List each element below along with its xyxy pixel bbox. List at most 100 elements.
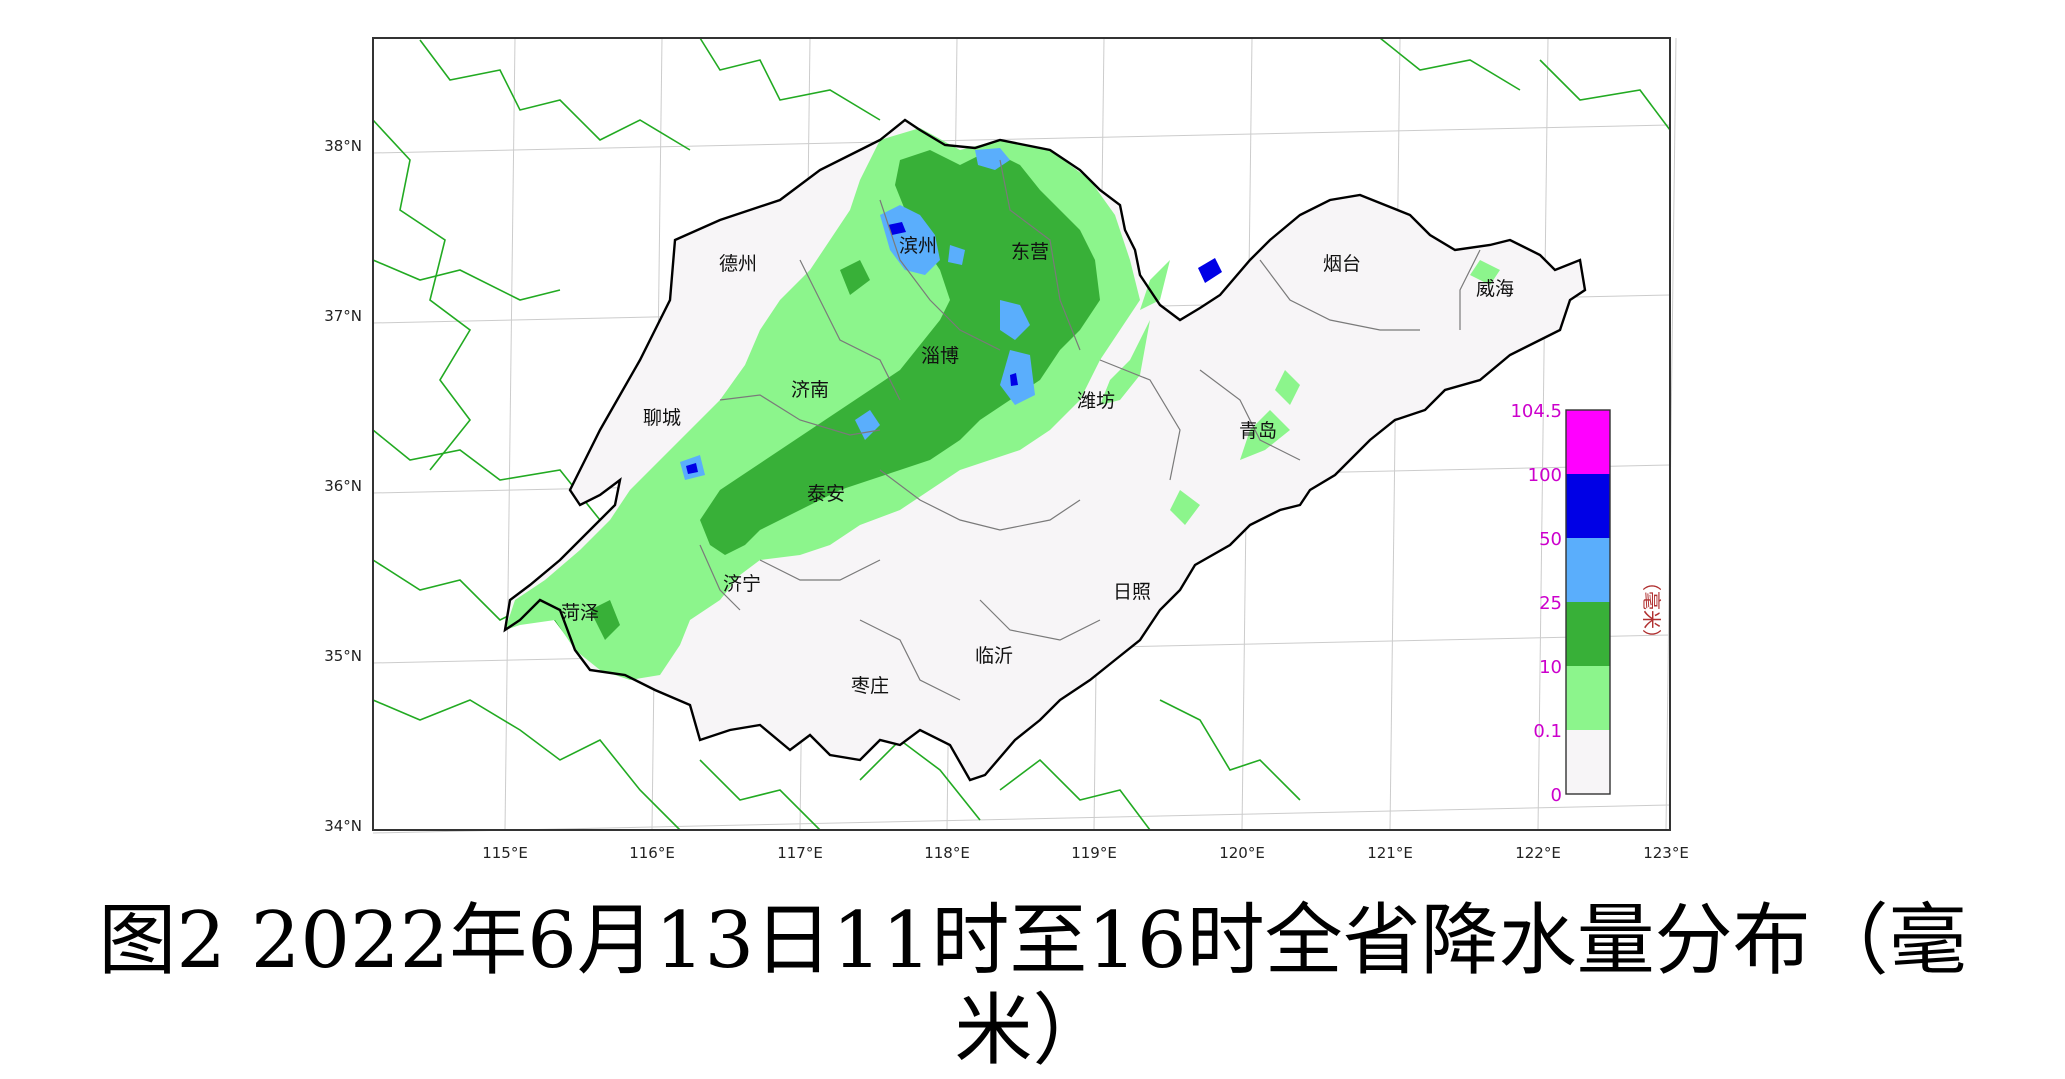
city-label: 济宁: [723, 573, 761, 595]
legend-swatch-rain_moderate: [1566, 602, 1610, 666]
prefecture-border-9: [1259, 259, 1420, 331]
rain-area-rain_light-6: [1170, 490, 1200, 525]
rain-area-rain_storm-18: [1010, 373, 1018, 386]
neighbor-border-3: [372, 259, 561, 301]
province-outline: [503, 118, 1587, 782]
rainfall-areas: [505, 128, 1500, 680]
city-label: 青岛: [1239, 420, 1277, 442]
legend-level-label: 50: [1539, 529, 1562, 550]
legend-swatch-rain_light: [1566, 666, 1610, 730]
legend-level-label: 100: [1528, 465, 1562, 486]
rain-area-rain_heavy-13: [1000, 300, 1030, 340]
lon-label: 120°E: [1219, 844, 1265, 862]
figure-caption-line2: 米）: [954, 986, 1111, 1076]
prefecture-border-4: [1099, 359, 1181, 481]
legend-swatch-land: [1566, 730, 1610, 794]
neighbor-border-1: [419, 39, 691, 151]
lon-label: 116°E: [629, 844, 675, 862]
rain-area-rain_light-5: [1240, 410, 1290, 460]
axis-labels: 38°N 37°N 36°N 35°N 34°N 115°E 116°E 117°E 118°E…: [324, 137, 1689, 862]
prefecture-border-6: [759, 559, 881, 581]
prefecture-border-2: [879, 199, 1001, 351]
lon-label: 119°E: [1071, 844, 1117, 862]
prefecture-border-7: [859, 619, 961, 701]
rain-area-rain_light-3: [1470, 260, 1500, 285]
lon-label: 122°E: [1515, 844, 1561, 862]
shandong-border: [503, 118, 1587, 782]
prefecture-border-3: [999, 159, 1081, 351]
neighbor-border-10: [1159, 699, 1301, 801]
legend-level-label: 0.1: [1533, 721, 1562, 742]
shandong-province: [505, 120, 1585, 780]
neighbor-border-7: [699, 759, 821, 831]
legend-swatch-rain_heavy: [1566, 538, 1610, 602]
city-label: 淄博: [921, 345, 959, 367]
lon-label: 121°E: [1367, 844, 1413, 862]
neighbor-border-12: [1539, 59, 1671, 131]
neighbor-border-8: [859, 738, 981, 821]
neighbor-border-2: [699, 37, 881, 121]
city-label: 济南: [791, 379, 829, 401]
rain-area-rain_moderate-9: [840, 260, 870, 295]
city-label: 泰安: [807, 483, 845, 505]
neighbor-province-borders: [372, 37, 1671, 831]
legend-level-label: 104.5: [1510, 401, 1562, 422]
city-label: 日照: [1113, 581, 1151, 603]
lat-label: 34°N: [324, 817, 362, 835]
rain-area-rain_heavy-10: [880, 205, 940, 275]
city-label: 烟台: [1323, 253, 1361, 275]
city-label: 潍坊: [1077, 390, 1115, 412]
lat-gridline-4: [372, 804, 1671, 834]
rain-area-rain_storm-17: [888, 222, 906, 235]
prefecture-border-8: [979, 599, 1101, 641]
legend-level-label: 0: [1551, 785, 1562, 806]
lon-label: 118°E: [924, 844, 970, 862]
lon-gridline-7: [1537, 37, 1549, 831]
lat-label: 35°N: [324, 647, 362, 665]
map-frame: [372, 37, 1671, 831]
lon-gridline-0: [504, 37, 516, 831]
prefecture-border-11: [1459, 249, 1481, 330]
city-label: 聊城: [643, 407, 681, 429]
lon-gridline-6: [1389, 37, 1401, 831]
lat-gridline-0: [372, 124, 1671, 154]
city-label: 临沂: [975, 645, 1013, 667]
rain-area-rain_heavy-15: [855, 410, 880, 440]
legend-swatch-rain_extreme: [1566, 410, 1610, 474]
prefecture-border-1: [799, 259, 901, 401]
rain-area-rain_heavy-14: [1000, 350, 1035, 405]
lat-label: 38°N: [324, 137, 362, 155]
legend-swatch-rain_storm: [1566, 474, 1610, 538]
city-label: 德州: [719, 253, 757, 275]
city-label: 枣庄: [851, 675, 889, 697]
shandong-landmass: [505, 120, 1585, 780]
legend-frame: [1565, 409, 1611, 795]
lon-label: 115°E: [482, 844, 528, 862]
rain-area-rain_light-2: [1140, 260, 1170, 310]
rain-area-rain_heavy-12: [948, 245, 965, 265]
figure-caption-line1: 图2 2022年6月13日11时至16时全省降水量分布（毫: [98, 896, 1967, 986]
neighbor-border-4: [372, 429, 601, 521]
rain-area-rain_moderate-7: [700, 150, 1100, 555]
prefecture-border-0: [719, 394, 881, 436]
color-legend: 104.5 100 50 25 10 0.1 0 （毫米）: [1510, 401, 1662, 806]
prefecture-border-10: [1199, 369, 1301, 461]
legend-unit-label: （毫米）: [1640, 572, 1662, 648]
prefecture-border-12: [699, 544, 741, 611]
prefecture-border-5: [879, 469, 1081, 531]
lon-label: 117°E: [777, 844, 823, 862]
legend-level-label: 25: [1539, 593, 1562, 614]
city-label: 威海: [1476, 278, 1514, 300]
neighbor-border-9: [999, 758, 1151, 831]
rain-area-rain_moderate-8: [590, 600, 620, 640]
rain-area-rain_storm-19: [1198, 258, 1222, 283]
neighbor-border-11: [1379, 37, 1521, 91]
neighbor-border-6: [372, 699, 681, 831]
rain-area-rain_storm-20: [686, 463, 698, 474]
legend-level-label: 10: [1539, 657, 1562, 678]
lat-label: 37°N: [324, 307, 362, 325]
rain-area-rain_light-1: [1100, 320, 1150, 405]
city-label: 菏泽: [561, 602, 599, 624]
